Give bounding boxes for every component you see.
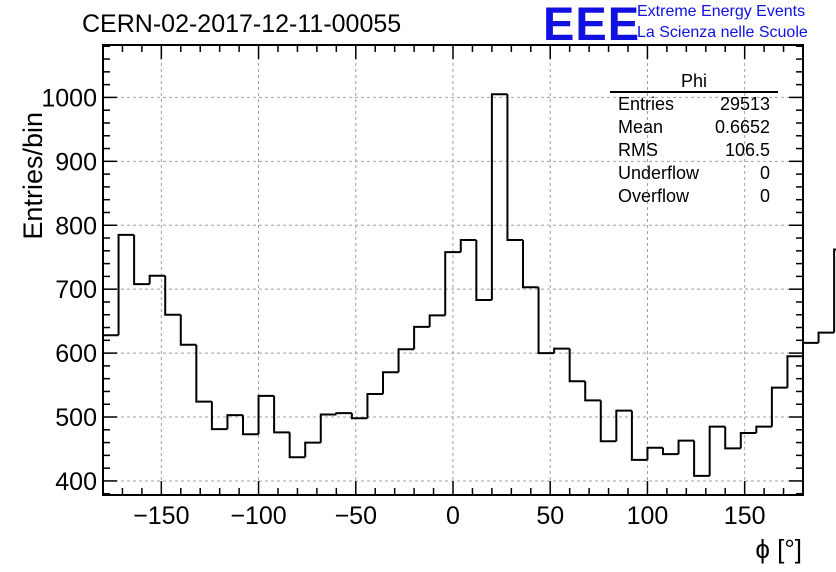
histogram-bin bbox=[288, 432, 306, 459]
stats-value: 29513 bbox=[719, 94, 770, 114]
histogram-bin bbox=[148, 274, 166, 285]
histogram-bin bbox=[630, 410, 648, 461]
y-tick-label: 1000 bbox=[41, 84, 97, 112]
histogram-bin bbox=[662, 447, 679, 456]
stats-label: RMS bbox=[618, 140, 658, 160]
histogram-bin bbox=[833, 248, 836, 333]
histogram-bin bbox=[164, 275, 181, 316]
histogram-bin bbox=[444, 251, 461, 316]
histogram-bin bbox=[708, 425, 726, 476]
y-tick-label: 500 bbox=[55, 404, 97, 432]
histogram-bin bbox=[817, 331, 835, 343]
histogram-bin bbox=[677, 439, 695, 455]
histogram-bin bbox=[755, 425, 772, 433]
histogram-bin bbox=[506, 94, 523, 241]
histogram-bin bbox=[179, 314, 197, 346]
stats-row-entries: Entries 29513 bbox=[610, 93, 778, 116]
stats-label: Mean bbox=[618, 117, 664, 137]
histogram-bin bbox=[304, 441, 321, 458]
histogram-bin bbox=[646, 446, 663, 460]
stats-row-rms: RMS 106.5 bbox=[610, 139, 778, 162]
histogram-bin bbox=[397, 348, 415, 373]
stats-label: Underflow bbox=[618, 163, 700, 183]
histogram-bin bbox=[366, 393, 383, 419]
stats-title: Phi bbox=[610, 71, 778, 93]
histogram-bin bbox=[553, 347, 570, 354]
x-tick-label: −50 bbox=[335, 502, 377, 530]
histogram-bin bbox=[226, 414, 243, 430]
chart-title: CERN-02-2017-12-11-00055 bbox=[82, 10, 402, 38]
y-tick-label: 800 bbox=[55, 212, 97, 240]
x-tick-label: −150 bbox=[133, 502, 189, 530]
histogram-bin bbox=[568, 348, 586, 383]
histogram-bin bbox=[522, 239, 539, 289]
stats-value: 0.6652 bbox=[714, 117, 770, 137]
x-axis-label: ϕ [°] bbox=[755, 534, 802, 564]
x-tick-label: −100 bbox=[230, 502, 286, 530]
stats-value: 0 bbox=[759, 186, 770, 206]
histogram-bin bbox=[382, 371, 399, 395]
histogram-bin bbox=[615, 409, 632, 442]
histogram-bin bbox=[475, 239, 492, 302]
histogram-bin bbox=[428, 314, 446, 327]
histogram-bin bbox=[599, 400, 617, 443]
histogram-bin bbox=[273, 395, 290, 434]
stats-label: Entries bbox=[618, 94, 675, 114]
histogram-bin bbox=[350, 413, 368, 420]
histogram-bin bbox=[739, 431, 757, 449]
x-tick-label: 0 bbox=[446, 502, 460, 530]
stats-label: Overflow bbox=[618, 186, 690, 206]
x-tick-label: 150 bbox=[724, 502, 766, 530]
histogram-bin bbox=[537, 287, 555, 355]
histogram-bin bbox=[802, 341, 819, 357]
x-tick-label: 50 bbox=[536, 502, 564, 530]
histogram-bin bbox=[195, 344, 212, 403]
y-axis-label: Entries/bin bbox=[18, 112, 48, 240]
histogram-bin bbox=[319, 413, 337, 443]
histogram-bin bbox=[693, 440, 710, 477]
logo-line-1: Extreme Energy Events bbox=[637, 3, 806, 20]
histogram-bin bbox=[413, 325, 430, 350]
histogram-bin bbox=[133, 234, 150, 286]
y-tick-label: 600 bbox=[55, 340, 97, 368]
histogram-bin bbox=[724, 426, 741, 450]
histogram-bin bbox=[335, 412, 352, 415]
y-tick-label: 900 bbox=[55, 148, 97, 176]
histogram-bin bbox=[490, 93, 508, 301]
stats-row-overflow: Overflow 0 bbox=[610, 185, 778, 208]
histogram-bin bbox=[210, 401, 228, 431]
histogram-bin bbox=[584, 381, 601, 402]
histogram-bin bbox=[770, 386, 788, 427]
histogram-bin bbox=[242, 415, 259, 436]
stats-value: 0 bbox=[759, 163, 770, 183]
stats-box: Phi Entries 29513 Mean 0.6652 RMS 106.5 … bbox=[610, 71, 778, 208]
x-tick-label: 100 bbox=[627, 502, 669, 530]
histogram-bin bbox=[117, 233, 135, 336]
y-tick-label: 700 bbox=[55, 276, 97, 304]
stats-row-underflow: Underflow 0 bbox=[610, 162, 778, 185]
histogram-bin bbox=[459, 238, 477, 253]
histogram-bin bbox=[102, 334, 119, 495]
y-tick-label: 400 bbox=[55, 468, 97, 496]
eee-logo-mark: EEE bbox=[543, 0, 641, 50]
histogram-bin bbox=[786, 355, 803, 388]
logo-line-2: La Scienza nelle Scuole bbox=[637, 24, 808, 41]
stats-value: 106.5 bbox=[724, 140, 770, 160]
stats-row-mean: Mean 0.6652 bbox=[610, 116, 778, 139]
histogram-bin bbox=[257, 394, 275, 435]
